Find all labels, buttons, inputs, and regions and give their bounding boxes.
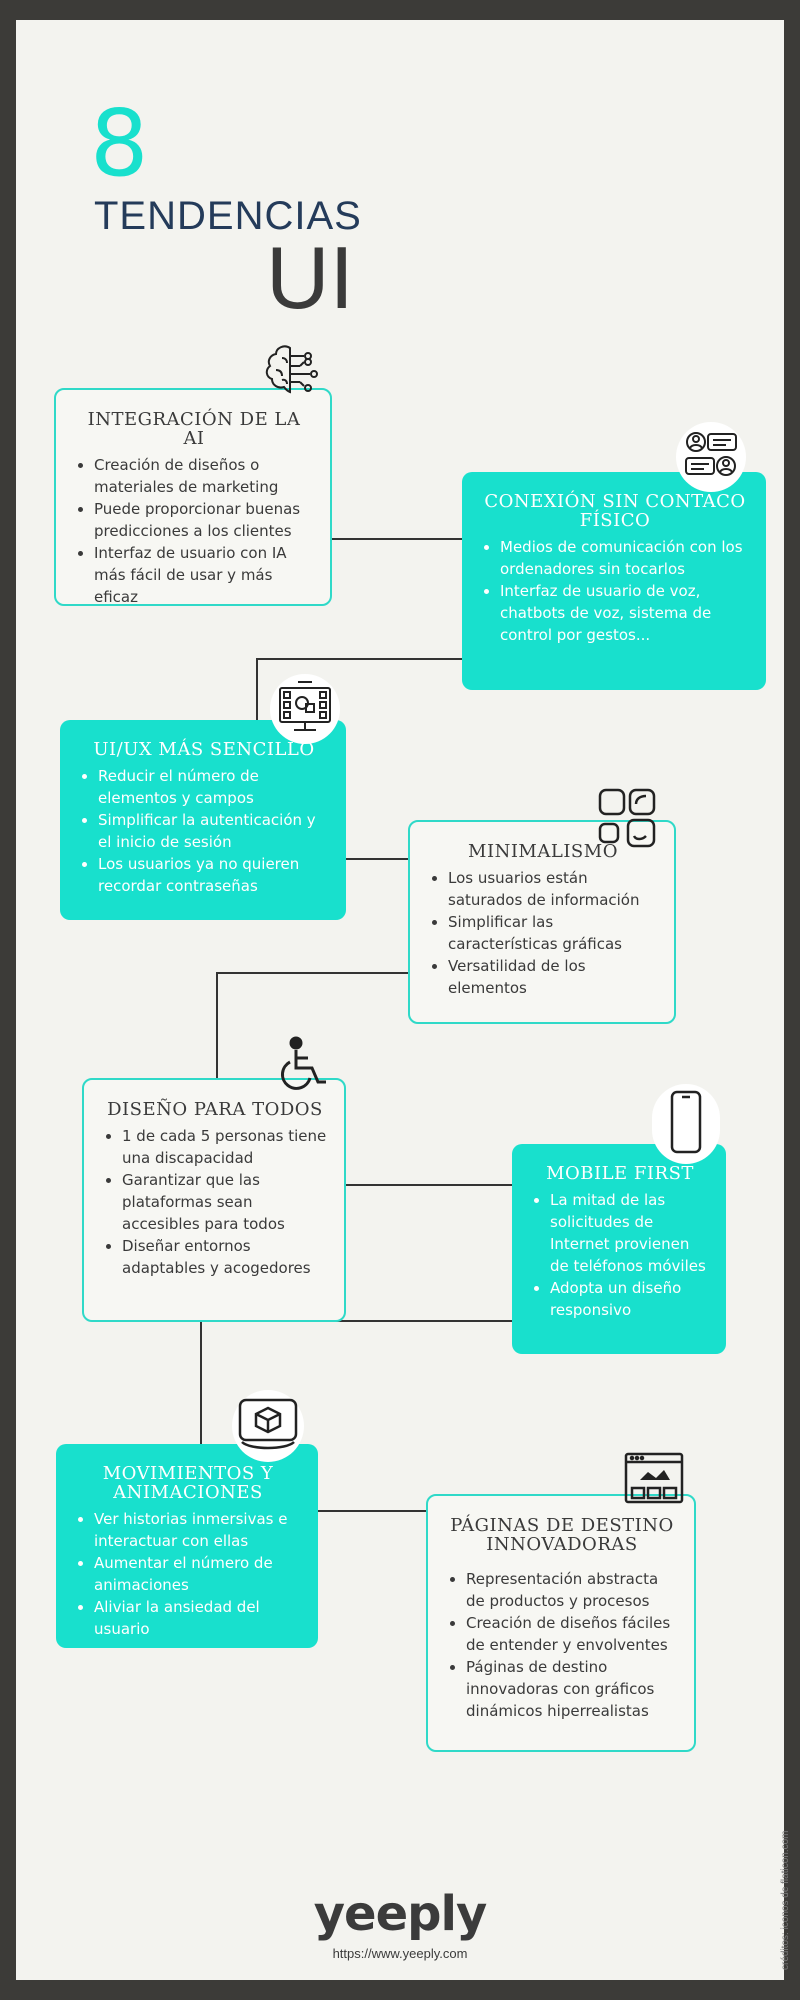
trend-bullets: 1 de cada 5 personas tiene una discapaci… [102,1125,328,1279]
connector-line [256,658,476,660]
trend-bullet: Ver historias inmersivas e interactuar c… [94,1508,302,1552]
trend-card-ai: INTEGRACIÓN DE LA AI Creación de diseños… [54,388,332,606]
infographic-page: 8 TENDENCIAS UI INTEGRACIÓN DE LA AI Cre… [16,20,791,1980]
trend-bullet: Versatilidad de los elementos [448,955,658,999]
trend-card-simpler-uiux: UI/UX MÁS SENCILLO Reducir el número de … [60,720,346,920]
trend-bullet: Reducir el número de elementos y campos [98,765,330,809]
connector-line [344,858,418,860]
title-word: TENDENCIAS [94,194,362,238]
trend-bullet: Simplificar la autenticación y el inicio… [98,809,330,853]
trend-bullet: Los usuarios ya no quieren recordar cont… [98,853,330,897]
users-chat-icon [676,422,746,492]
trend-bullet: Garantizar que las plataformas sean acce… [122,1169,328,1235]
wheelchair-icon [278,1036,338,1096]
trend-bullets: La mitad de las solicitudes de Internet … [530,1189,710,1321]
trend-card-motion-animations: MOVIMIENTOS Y ANIMACIONES Ver historias … [56,1444,318,1648]
trend-bullets: Los usuarios están saturados de informac… [428,867,658,999]
connector-line [200,1320,202,1464]
trend-bullets: Creación de diseños o materiales de mark… [74,454,314,608]
title-number: 8 [90,90,149,197]
trend-bullet: Creación de diseños fáciles de entender … [466,1612,678,1656]
title-ui: UI [266,228,354,327]
trend-bullets: Reducir el número de elementos y campos … [78,765,330,897]
connector-line [200,1320,518,1322]
connector-line [344,1184,518,1186]
trend-card-mobile-first: MOBILE FIRST La mitad de las solicitudes… [512,1144,726,1354]
trend-title: INTEGRACIÓN DE LA AI [87,409,301,449]
trend-bullet: Aumentar el número de animaciones [94,1552,302,1596]
trend-title: MINIMALISMO [468,841,618,862]
connector-line [330,538,476,540]
trend-bullet: La mitad de las solicitudes de Internet … [550,1189,710,1277]
dashboard-screen-icon [270,674,340,744]
trend-card-touchless: CONEXIÓN SIN CONTACO FÍSICO Medios de co… [462,472,766,690]
trend-bullet: 1 de cada 5 personas tiene una discapaci… [122,1125,328,1169]
trend-title: MOVIMIENTOS Y ANIMACIONES [102,1463,274,1503]
minimal-squares-icon [594,784,660,850]
connector-line [256,658,258,738]
trend-bullets: Ver historias inmersivas e interactuar c… [74,1508,302,1640]
icon-credits: créditos: iconos de flaticon.com [780,1830,791,1970]
trend-bullet: Páginas de destino innovadoras con gráfi… [466,1656,678,1722]
trend-bullet: Los usuarios están saturados de informac… [448,867,658,911]
yeeply-logo: yeeply [313,1886,488,1942]
trend-title: UI/UX MÁS SENCILLO [93,739,315,760]
trend-card-landing-pages: PÁGINAS DE DESTINO INNOVADORAS Represent… [426,1494,696,1752]
trend-bullets: Medios de comunicación con los ordenador… [480,536,750,646]
trend-bullet: Medios de comunicación con los ordenador… [500,536,750,580]
trend-card-design-for-all: DISEÑO PARA TODOS 1 de cada 5 personas t… [82,1078,346,1322]
trend-bullet: Interfaz de usuario con IA más fácil de … [94,542,314,608]
trend-bullet: Adopta un diseño responsivo [550,1277,710,1321]
ai-brain-icon [260,340,324,404]
connector-line [216,972,418,974]
trend-bullets: Representación abstracta de productos y … [446,1568,678,1722]
connector-line [316,1510,442,1512]
connector-line [216,972,218,1100]
trend-title: CONEXIÓN SIN CONTACO FÍSICO [484,491,746,531]
trend-card-minimalism: MINIMALISMO Los usuarios están saturados… [408,820,676,1024]
smartphone-icon [652,1084,720,1164]
trend-bullet: Creación de diseños o materiales de mark… [94,454,314,498]
trend-bullet: Aliviar la ansiedad del usuario [94,1596,302,1640]
trend-bullet: Puede proporcionar buenas predicciones a… [94,498,314,542]
website-url[interactable]: https://www.yeeply.com [332,1946,468,1961]
trend-title: PÁGINAS DE DESTINO INNOVADORAS [450,1515,674,1555]
trend-title: MOBILE FIRST [546,1163,694,1184]
trend-title: DISEÑO PARA TODOS [107,1099,323,1120]
trend-bullet: Simplificar las características gráficas [448,911,658,955]
trend-bullet: Representación abstracta de productos y … [466,1568,678,1612]
trend-bullet: Interfaz de usuario de voz, chatbots de … [500,580,750,646]
ar-cube-icon [232,1390,304,1462]
trend-bullet: Diseñar entornos adaptables y acogedores [122,1235,328,1279]
landing-page-icon [622,1448,686,1512]
